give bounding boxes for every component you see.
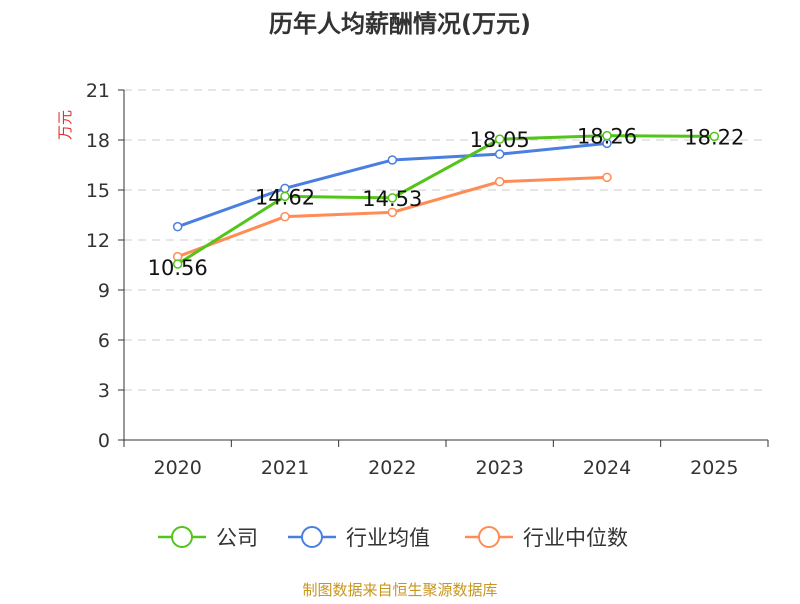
y-tick-label: 12 <box>86 230 110 252</box>
y-axis-label: 万元 <box>56 110 74 140</box>
data-point <box>387 193 398 203</box>
data-point <box>494 149 505 159</box>
data-point <box>494 134 505 144</box>
data-label: 18.26 <box>577 125 637 149</box>
legend-label: 行业均值 <box>346 526 430 550</box>
data-point <box>709 131 720 142</box>
data-point <box>602 172 612 183</box>
x-tick-label: 2022 <box>368 457 416 479</box>
data-point <box>387 207 398 218</box>
x-tick-label: 2023 <box>475 457 523 479</box>
data-point <box>172 259 183 269</box>
series-line-0 <box>176 134 715 266</box>
data-point <box>172 221 183 232</box>
legend-marker <box>478 526 500 548</box>
y-tick-label: 15 <box>86 180 110 202</box>
data-label: 10.56 <box>148 256 208 280</box>
legend-label: 公司 <box>216 526 258 550</box>
data-label: 14.62 <box>255 185 315 209</box>
y-tick-label: 0 <box>98 430 110 452</box>
y-tick-label: 3 <box>98 380 110 402</box>
data-point <box>602 130 612 141</box>
y-tick-label: 6 <box>98 330 110 352</box>
data-label: 18.22 <box>684 125 744 149</box>
data-point <box>494 176 505 187</box>
source-note: 制图数据来自恒生聚源数据库 <box>302 581 497 599</box>
y-tick-label: 18 <box>86 130 110 152</box>
legend-marker <box>171 526 193 548</box>
legend-label: 行业中位数 <box>523 526 628 550</box>
data-point <box>280 191 290 202</box>
data-point <box>280 211 290 222</box>
x-tick-label: 2024 <box>583 457 631 479</box>
x-tick-label: 2020 <box>153 457 201 479</box>
data-point <box>387 155 398 165</box>
chart-title: 历年人均薪酬情况(万元) <box>269 10 531 38</box>
x-tick-label: 2021 <box>261 457 309 479</box>
y-tick-label: 21 <box>86 80 110 102</box>
legend-marker <box>301 526 323 548</box>
data-label: 14.53 <box>362 187 422 211</box>
y-tick-label: 9 <box>98 280 110 302</box>
data-label: 18.05 <box>470 128 530 152</box>
x-tick-label: 2025 <box>690 457 738 479</box>
